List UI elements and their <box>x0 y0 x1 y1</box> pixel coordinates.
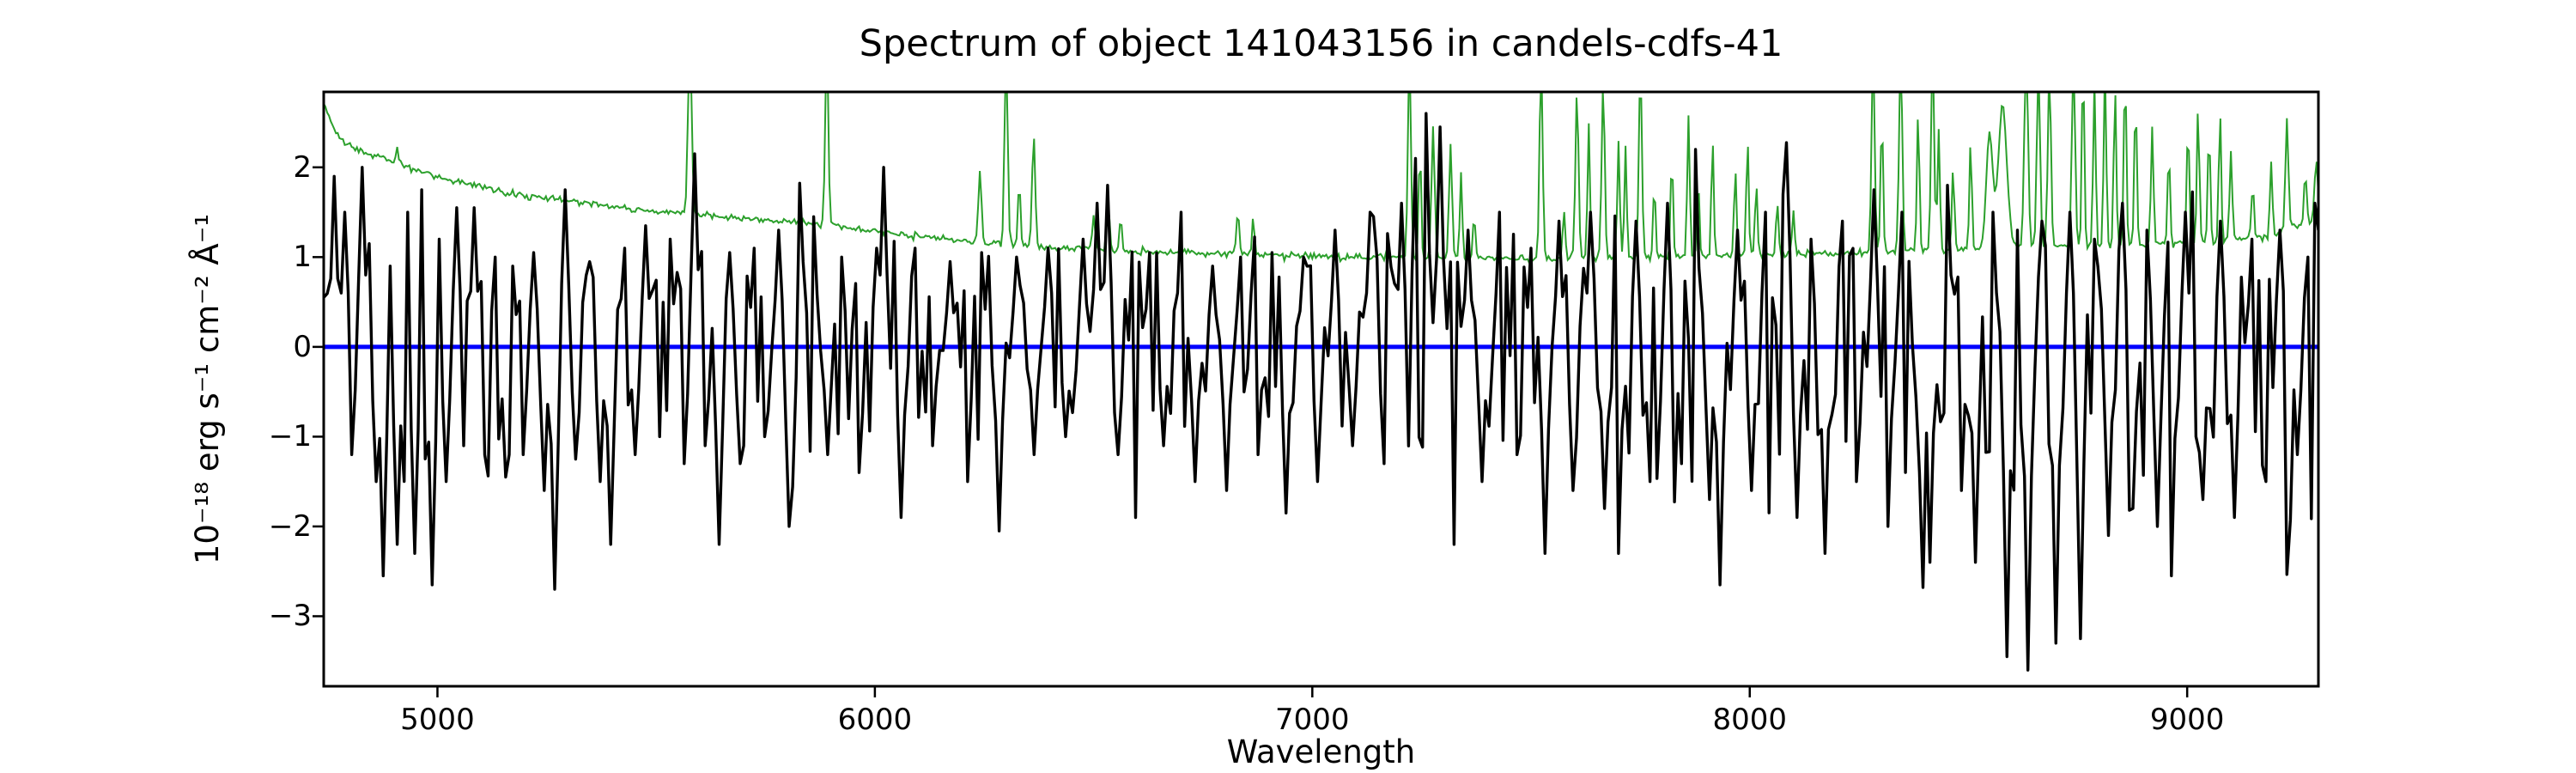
x-tick-label: 7000 <box>1275 703 1350 737</box>
x-axis-label: Wavelength <box>1226 733 1416 770</box>
y-tick-label: 1 <box>293 240 312 275</box>
error-series-line <box>324 92 2318 265</box>
x-tick-label: 8000 <box>1712 703 1787 737</box>
x-tick-label: 9000 <box>2149 703 2225 737</box>
plot-border <box>322 90 2320 688</box>
y-tick-label: 0 <box>293 329 312 364</box>
y-tick-label: −2 <box>268 508 312 544</box>
x-tick-label: 5000 <box>400 703 475 737</box>
y-tick-label: −1 <box>268 419 312 454</box>
y-tick-label: 2 <box>293 149 312 185</box>
flux-series-line <box>324 112 2318 672</box>
x-tick-label: 6000 <box>837 703 913 737</box>
y-tick-label: −3 <box>268 599 312 634</box>
plot-title: Spectrum of object 141043156 in candels-… <box>859 22 1783 65</box>
series-layer <box>324 92 2318 672</box>
